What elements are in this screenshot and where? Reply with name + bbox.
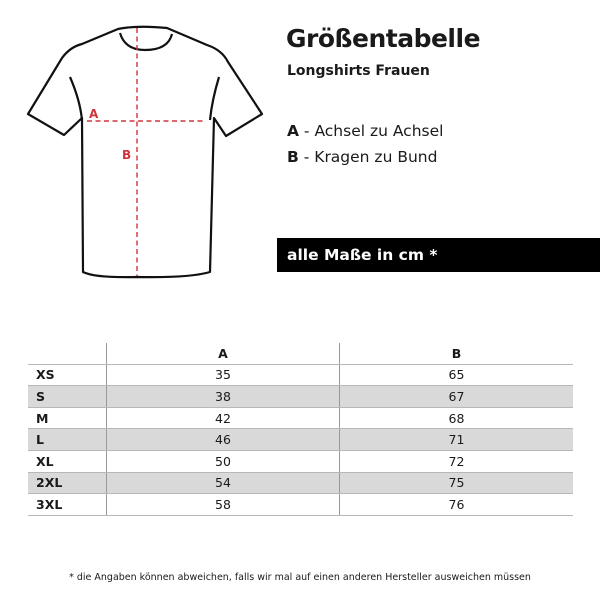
footnote: * die Angaben können abweichen, falls wi…: [69, 572, 531, 583]
table-row: M 42 68: [28, 407, 573, 430]
header-size: [28, 343, 107, 365]
size-cell: L: [28, 428, 107, 451]
page-subtitle: Longshirts Frauen: [287, 63, 430, 79]
table-row: XL 50 72: [28, 450, 573, 473]
value-a-cell: 58: [106, 493, 340, 516]
value-a-cell: 54: [106, 472, 340, 495]
size-cell: XS: [28, 364, 107, 387]
value-a-cell: 50: [106, 450, 340, 473]
table-row: 3XL 58 76: [28, 493, 573, 516]
tshirt-outline: [26, 25, 264, 279]
table-row: XS 35 65: [28, 364, 573, 387]
table-row: L 46 71: [28, 428, 573, 451]
size-cell: S: [28, 385, 107, 408]
tshirt-diagram: A B: [26, 25, 264, 279]
legend-text: - Achsel zu Achsel: [299, 122, 444, 140]
label-b: B: [122, 148, 131, 162]
label-a: A: [89, 107, 99, 121]
header-b: B: [339, 343, 573, 365]
legend-item-a: A - Achsel zu Achsel: [287, 122, 443, 140]
value-b-cell: 65: [339, 364, 573, 387]
table-row: 2XL 54 75: [28, 472, 573, 495]
value-a-cell: 42: [106, 407, 340, 430]
value-b-cell: 68: [339, 407, 573, 430]
value-a-cell: 35: [106, 364, 340, 387]
header-a: A: [106, 343, 340, 365]
size-cell: M: [28, 407, 107, 430]
legend-text: - Kragen zu Bund: [298, 148, 438, 166]
value-a-cell: 38: [106, 385, 340, 408]
page-title: Größentabelle: [286, 24, 481, 53]
value-b-cell: 76: [339, 493, 573, 516]
size-cell: 3XL: [28, 493, 107, 516]
table-row: S 38 67: [28, 385, 573, 408]
value-b-cell: 72: [339, 450, 573, 473]
value-a-cell: 46: [106, 428, 340, 451]
value-b-cell: 75: [339, 472, 573, 495]
size-table: A B XS 35 65 S 38 67 M 42 68 L 46 71 XL 50 72 2XL 54 75 3X…: [28, 343, 573, 516]
size-cell: XL: [28, 450, 107, 473]
value-b-cell: 67: [339, 385, 573, 408]
value-b-cell: 71: [339, 428, 573, 451]
units-banner: alle Maße in cm *: [277, 238, 600, 272]
legend-item-b: B - Kragen zu Bund: [287, 148, 437, 166]
table-header-row: A B: [28, 343, 573, 365]
legend-key: B: [287, 148, 299, 166]
legend-key: A: [287, 122, 299, 140]
measure-lines: [87, 28, 206, 276]
size-cell: 2XL: [28, 472, 107, 495]
